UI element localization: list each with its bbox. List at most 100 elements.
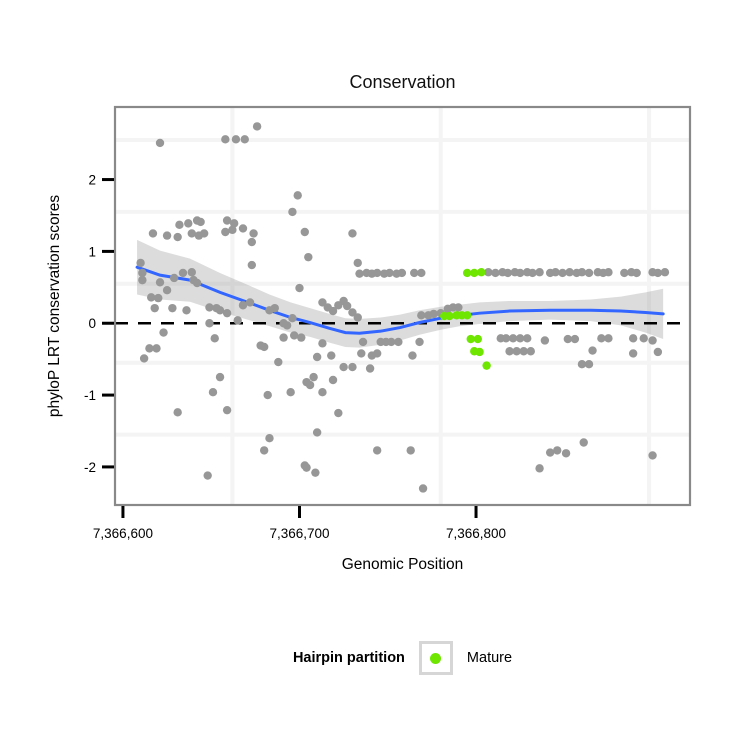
data-point bbox=[348, 229, 357, 238]
data-point bbox=[372, 268, 382, 278]
legend: Hairpin partition Mature bbox=[115, 638, 690, 678]
mature-data-point bbox=[463, 311, 472, 320]
data-point bbox=[304, 252, 313, 262]
data-point bbox=[508, 334, 518, 343]
data-point bbox=[146, 293, 156, 302]
data-point bbox=[418, 484, 428, 493]
data-point bbox=[247, 260, 257, 270]
mature-data-point bbox=[473, 334, 482, 344]
data-point bbox=[169, 273, 179, 283]
data-point bbox=[528, 268, 537, 278]
data-point bbox=[252, 122, 262, 131]
data-point bbox=[312, 428, 322, 437]
data-point bbox=[540, 336, 550, 345]
data-point bbox=[210, 334, 219, 343]
data-point bbox=[355, 269, 364, 278]
data-point bbox=[145, 344, 154, 353]
data-point bbox=[526, 347, 535, 356]
y-tick-label: 2 bbox=[88, 173, 96, 188]
data-point bbox=[297, 333, 306, 342]
data-point bbox=[138, 268, 147, 278]
data-point bbox=[558, 268, 567, 278]
data-point bbox=[318, 298, 327, 307]
data-point bbox=[148, 229, 158, 238]
data-point bbox=[205, 303, 214, 312]
data-point bbox=[295, 283, 304, 293]
data-point bbox=[178, 268, 188, 278]
data-point bbox=[238, 224, 248, 233]
data-point bbox=[628, 349, 638, 358]
data-point bbox=[215, 306, 225, 315]
data-point bbox=[358, 337, 368, 347]
data-point bbox=[512, 347, 521, 356]
y-tick-label: 0 bbox=[88, 316, 96, 331]
data-point bbox=[270, 303, 279, 313]
data-point bbox=[154, 293, 163, 303]
confidence-band bbox=[137, 239, 664, 348]
data-point bbox=[604, 268, 613, 277]
data-point bbox=[168, 303, 177, 313]
data-point bbox=[353, 313, 362, 322]
data-point bbox=[505, 347, 514, 356]
data-point bbox=[334, 408, 343, 418]
scatter-points-hairpin bbox=[136, 122, 670, 493]
data-point bbox=[348, 362, 357, 372]
data-point bbox=[221, 227, 230, 237]
data-point bbox=[648, 336, 657, 345]
data-point bbox=[196, 217, 205, 227]
data-point bbox=[523, 334, 532, 343]
data-point bbox=[535, 464, 544, 473]
y-tick-label: -1 bbox=[84, 388, 96, 403]
data-point bbox=[205, 319, 214, 328]
data-point bbox=[579, 438, 588, 447]
data-point bbox=[417, 268, 426, 278]
data-point bbox=[632, 268, 641, 278]
data-point bbox=[305, 380, 315, 390]
data-point bbox=[221, 135, 230, 144]
data-point bbox=[215, 372, 225, 382]
y-axis-title: phyloP LRT conservation scores bbox=[46, 194, 63, 418]
data-point bbox=[545, 448, 555, 457]
data-point bbox=[570, 334, 580, 344]
data-point bbox=[501, 334, 511, 343]
data-point bbox=[222, 308, 232, 318]
data-point bbox=[660, 268, 670, 277]
data-point bbox=[410, 268, 419, 278]
legend-key bbox=[418, 641, 453, 675]
data-point bbox=[231, 135, 241, 144]
plot-title: Conservation bbox=[349, 72, 456, 92]
axis-layer: 7,366,600 7,366,700 7,366,800 2 1 0 -1 -2 bbox=[84, 173, 506, 541]
data-point bbox=[484, 268, 493, 277]
data-point bbox=[265, 433, 274, 443]
data-point bbox=[279, 333, 288, 342]
grid-layer bbox=[115, 107, 690, 505]
smooth-line bbox=[135, 265, 665, 335]
data-point bbox=[342, 301, 352, 311]
data-point bbox=[535, 268, 544, 277]
data-point bbox=[553, 446, 562, 455]
data-point bbox=[565, 268, 574, 277]
data-point bbox=[208, 388, 218, 397]
data-point bbox=[184, 219, 193, 228]
data-point bbox=[563, 334, 573, 344]
data-point bbox=[173, 232, 182, 242]
data-point bbox=[397, 268, 407, 278]
data-point bbox=[139, 354, 149, 363]
data-point bbox=[429, 309, 438, 319]
data-point bbox=[152, 344, 161, 353]
data-point bbox=[289, 331, 299, 340]
data-point bbox=[408, 351, 417, 360]
data-point bbox=[328, 306, 338, 316]
y-tick-label: 1 bbox=[88, 244, 96, 259]
data-point bbox=[454, 303, 463, 312]
mature-data-point bbox=[482, 361, 491, 370]
data-point bbox=[339, 362, 348, 372]
data-point bbox=[203, 471, 212, 480]
data-point bbox=[175, 220, 184, 230]
data-point bbox=[365, 364, 375, 373]
data-point bbox=[238, 301, 248, 310]
data-point bbox=[247, 237, 257, 247]
data-point bbox=[394, 337, 403, 347]
data-point bbox=[648, 451, 657, 460]
